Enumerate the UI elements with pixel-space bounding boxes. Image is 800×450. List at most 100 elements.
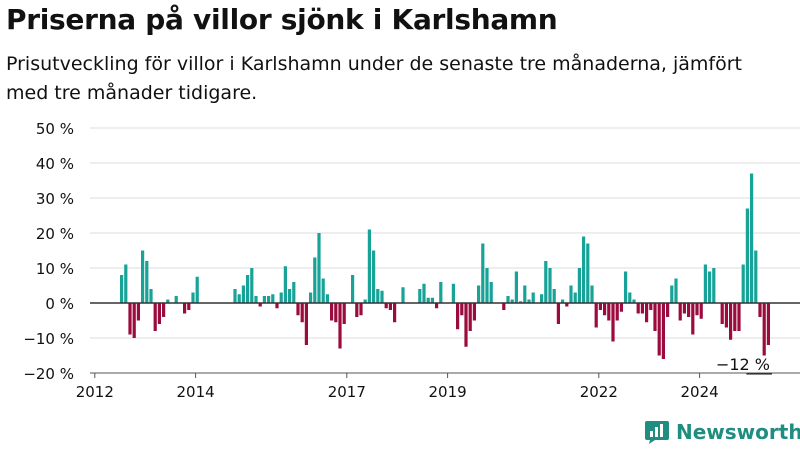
newsworthy-logo-icon bbox=[645, 421, 669, 444]
y-tick-label: 20 % bbox=[36, 225, 74, 243]
bar bbox=[632, 299, 636, 303]
bar bbox=[460, 303, 464, 316]
bar bbox=[355, 303, 359, 317]
bar bbox=[666, 303, 670, 317]
y-tick-label: −20 % bbox=[23, 365, 74, 383]
y-axis-labels: −20 % −10 % 0 % 10 % 20 % 30 % 40 % 50 % bbox=[23, 120, 74, 383]
bar bbox=[607, 303, 611, 321]
bar bbox=[678, 303, 682, 321]
bar bbox=[519, 301, 523, 303]
x-tick-label: 2024 bbox=[681, 383, 719, 401]
bar bbox=[590, 285, 594, 303]
bar bbox=[283, 266, 287, 303]
bar bbox=[514, 271, 518, 303]
bar bbox=[120, 275, 124, 303]
y-tick-label: 0 % bbox=[45, 295, 74, 313]
bar bbox=[556, 303, 560, 324]
bar bbox=[376, 289, 380, 303]
bar bbox=[762, 303, 766, 356]
bar bbox=[527, 299, 531, 303]
bar bbox=[430, 297, 434, 303]
bar bbox=[304, 303, 308, 345]
bar bbox=[594, 303, 598, 328]
bar bbox=[309, 292, 313, 303]
bar bbox=[661, 303, 665, 359]
bar bbox=[456, 303, 460, 330]
bar bbox=[384, 303, 388, 309]
bar bbox=[619, 303, 623, 312]
bar bbox=[640, 303, 644, 314]
chart-title: Priserna på villor sjönk i Karlshamn bbox=[6, 3, 558, 36]
bar bbox=[342, 303, 346, 324]
bar bbox=[132, 303, 136, 338]
bar bbox=[754, 250, 758, 303]
bar bbox=[183, 303, 187, 314]
bar bbox=[729, 303, 733, 340]
bar bbox=[628, 292, 632, 303]
bar bbox=[393, 303, 397, 323]
bar bbox=[552, 289, 556, 303]
gridlines bbox=[90, 127, 800, 374]
bar bbox=[195, 276, 199, 303]
bar bbox=[611, 303, 615, 342]
bar bbox=[544, 261, 548, 303]
bar bbox=[712, 268, 716, 303]
bar bbox=[334, 303, 338, 323]
bar bbox=[330, 303, 334, 321]
bar bbox=[162, 303, 166, 317]
bar bbox=[565, 303, 569, 307]
bar bbox=[489, 282, 493, 303]
bar bbox=[561, 299, 565, 303]
bars bbox=[120, 173, 770, 359]
bar bbox=[598, 303, 602, 310]
bar bbox=[321, 278, 325, 303]
bar bbox=[653, 303, 657, 331]
bar bbox=[401, 287, 405, 303]
bar bbox=[506, 296, 510, 303]
bar bbox=[451, 283, 455, 303]
x-tick-label: 2022 bbox=[580, 383, 618, 401]
bar bbox=[510, 299, 514, 303]
bar bbox=[720, 303, 724, 324]
bar bbox=[737, 303, 741, 331]
bar bbox=[586, 243, 590, 303]
bar bbox=[548, 268, 552, 303]
bar bbox=[577, 268, 581, 303]
bar bbox=[241, 285, 245, 303]
bar bbox=[750, 173, 754, 303]
bar bbox=[468, 303, 472, 331]
bar bbox=[426, 297, 430, 303]
bar bbox=[237, 294, 241, 303]
bar bbox=[136, 303, 140, 321]
bar bbox=[573, 292, 577, 303]
bar bbox=[157, 303, 161, 324]
newsworthy-logo-text: Newsworthy bbox=[676, 420, 800, 444]
bar bbox=[418, 289, 422, 303]
bar bbox=[388, 303, 392, 310]
bar bbox=[624, 271, 628, 303]
bar bbox=[292, 282, 296, 303]
bar bbox=[422, 283, 426, 303]
bar bbox=[187, 303, 191, 310]
bar bbox=[682, 303, 686, 314]
last-value-annotation: −12 % bbox=[716, 355, 772, 375]
bar bbox=[766, 303, 770, 345]
bar bbox=[267, 296, 271, 303]
y-tick-label: 10 % bbox=[36, 260, 74, 278]
bar bbox=[174, 296, 178, 303]
bar bbox=[300, 303, 304, 323]
bar bbox=[363, 299, 367, 303]
bar bbox=[636, 303, 640, 314]
y-tick-label: −10 % bbox=[23, 330, 74, 348]
bar bbox=[745, 208, 749, 303]
bar bbox=[691, 303, 695, 335]
bar bbox=[153, 303, 157, 331]
bar bbox=[124, 264, 128, 303]
bar bbox=[254, 296, 258, 303]
x-tick-label: 2017 bbox=[328, 383, 366, 401]
bar bbox=[246, 275, 250, 303]
bar bbox=[141, 250, 145, 303]
bar bbox=[540, 294, 544, 303]
bar bbox=[233, 289, 237, 303]
